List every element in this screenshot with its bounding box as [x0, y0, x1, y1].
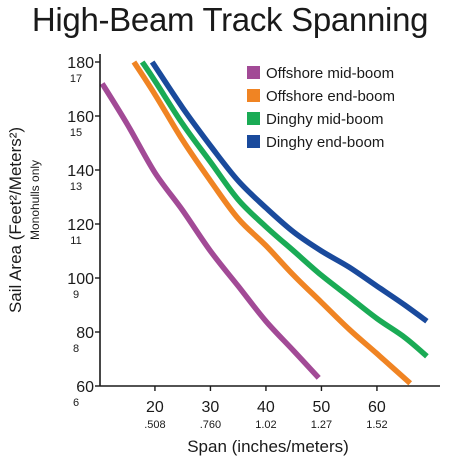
x-tick-label-30: 30 [202, 399, 220, 416]
y-tick-label-80: 80 [76, 325, 94, 342]
y-tick-sublabel-120: 11 [70, 235, 81, 247]
series-layer [100, 60, 429, 386]
chart-title: High-Beam Track Spanning [31, 1, 429, 38]
legend-swatch-1 [247, 66, 260, 79]
x-tick-label-50: 50 [313, 399, 331, 416]
y-tick-sublabel-140: 13 [70, 181, 82, 193]
legend-label-1: Offshore mid-boom [266, 65, 394, 82]
x-tick-label-20: 20 [146, 399, 164, 416]
legend-swatch-2 [247, 89, 260, 102]
series-line-3 [139, 60, 429, 359]
series-line-4 [149, 60, 429, 324]
y-tick-label-180: 180 [67, 55, 94, 72]
legend-swatch-3 [247, 112, 260, 125]
legend-label-3: Dinghy mid-boom [266, 111, 384, 128]
y-tick-sublabel-100: 9 [73, 289, 79, 301]
x-tick-sublabel-20: .508 [144, 419, 165, 431]
y-tick-label-100: 100 [67, 271, 94, 288]
series-line-1 [100, 82, 321, 380]
y-tick-label-160: 160 [67, 109, 94, 126]
y-tick-sublabel-80: 8 [73, 343, 79, 355]
legend-swatch-4 [247, 135, 260, 148]
series-line-2 [131, 60, 413, 386]
x-tick-sublabel-30: .760 [200, 419, 221, 431]
x-tick-sublabel-60: 1.52 [366, 419, 387, 431]
y-tick-sublabel-180: 17 [70, 73, 82, 85]
y-tick-sublabel-160: 15 [70, 127, 82, 139]
ticks-layer: 60680810091201114013160151801720.50830.7… [67, 55, 387, 431]
legend-label-4: Dinghy end-boom [266, 134, 384, 151]
x-axis-label: Span (inches/meters) [187, 437, 349, 456]
x-tick-sublabel-50: 1.27 [311, 419, 332, 431]
y-tick-label-60: 60 [76, 379, 94, 396]
y-tick-sublabel-60: 6 [73, 397, 79, 409]
x-tick-label-60: 60 [368, 399, 386, 416]
y-axis-label: Sail Area (Feet²/Meters²) [6, 127, 25, 313]
x-tick-sublabel-40: 1.02 [255, 419, 276, 431]
y-tick-label-120: 120 [67, 217, 94, 234]
y-axis-sublabel: Monohulls only [28, 160, 42, 240]
y-tick-label-140: 140 [67, 163, 94, 180]
legend: Offshore mid-boom Offshore end-boom Dinghy… [247, 65, 395, 151]
legend-label-2: Offshore end-boom [266, 88, 395, 105]
x-tick-label-40: 40 [257, 399, 275, 416]
